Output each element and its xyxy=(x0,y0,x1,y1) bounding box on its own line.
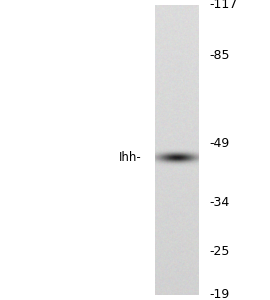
Text: -25: -25 xyxy=(209,245,230,258)
Text: -49: -49 xyxy=(209,137,230,150)
Text: -85: -85 xyxy=(209,50,230,62)
Text: -19: -19 xyxy=(209,289,230,300)
Text: -34: -34 xyxy=(209,196,230,209)
Text: Ihh-: Ihh- xyxy=(119,151,142,164)
Text: -117: -117 xyxy=(209,0,238,11)
